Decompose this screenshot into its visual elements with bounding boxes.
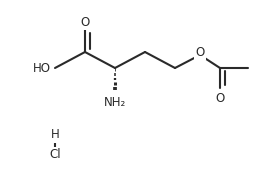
Text: Cl: Cl [49, 149, 61, 162]
Text: HO: HO [33, 61, 51, 74]
Text: O: O [80, 15, 90, 29]
Text: O: O [215, 92, 225, 105]
Text: O: O [195, 46, 205, 58]
Text: NH₂: NH₂ [104, 96, 126, 109]
Text: H: H [50, 128, 59, 142]
